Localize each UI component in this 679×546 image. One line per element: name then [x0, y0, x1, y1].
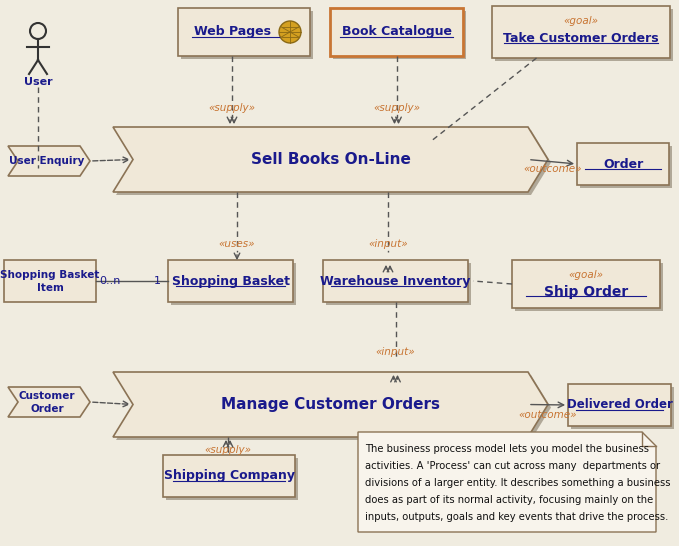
Bar [577, 143, 669, 185]
Text: User: User [24, 77, 52, 87]
Text: Order: Order [30, 404, 64, 414]
Text: Order: Order [603, 157, 643, 170]
Bar [181, 11, 313, 59]
Bar [326, 263, 471, 305]
Text: Take Customer Orders: Take Customer Orders [503, 32, 659, 45]
Polygon shape [113, 127, 548, 192]
Bar [492, 6, 670, 58]
Polygon shape [113, 372, 548, 437]
Text: Delivered Order: Delivered Order [566, 399, 672, 412]
Polygon shape [358, 432, 656, 532]
Text: inputs, outputs, goals and key events that drive the process.: inputs, outputs, goals and key events th… [365, 512, 668, 522]
Bar [571, 387, 674, 429]
Text: The business process model lets you model the business: The business process model lets you mode… [365, 444, 649, 454]
Bar [495, 9, 673, 61]
Text: «supply»: «supply» [208, 103, 255, 113]
Text: «outcome»: «outcome» [524, 164, 582, 175]
Text: Web Pages: Web Pages [194, 26, 270, 39]
Bar [330, 8, 463, 56]
Bar [4, 260, 96, 302]
Bar [163, 455, 295, 497]
Text: divisions of a larger entity. It describes something a business: divisions of a larger entity. It describ… [365, 478, 670, 488]
Bar [166, 458, 298, 500]
Polygon shape [8, 387, 90, 417]
Text: Book Catalogue: Book Catalogue [342, 26, 452, 39]
Text: Customer: Customer [19, 391, 75, 401]
Text: Shopping Basket: Shopping Basket [172, 275, 289, 288]
Text: 0..n: 0..n [99, 276, 120, 286]
Polygon shape [116, 130, 551, 195]
Text: «outcome»: «outcome» [519, 410, 577, 419]
Bar [333, 11, 466, 59]
Text: 1: 1 [154, 276, 161, 286]
Text: «goal»: «goal» [568, 270, 604, 280]
Polygon shape [8, 146, 90, 176]
Text: activities. A 'Process' can cut across many  departments or: activities. A 'Process' can cut across m… [365, 461, 660, 471]
Bar [171, 263, 296, 305]
Bar [580, 146, 672, 188]
Text: «goal»: «goal» [564, 16, 598, 26]
Bar [515, 263, 663, 311]
Bar [178, 8, 310, 56]
Text: does as part of its normal activity, focusing mainly on the: does as part of its normal activity, foc… [365, 495, 653, 505]
Bar [512, 260, 660, 308]
Polygon shape [116, 375, 551, 440]
Circle shape [279, 21, 301, 43]
Text: Ship Order: Ship Order [544, 285, 628, 299]
Text: «supply»: «supply» [204, 445, 251, 455]
Text: «uses»: «uses» [219, 239, 255, 249]
Text: «supply»: «supply» [373, 103, 420, 113]
Text: «input»: «input» [368, 239, 408, 249]
Text: Shipping Company: Shipping Company [164, 470, 295, 483]
Text: «input»: «input» [375, 347, 416, 357]
Text: Warehouse Inventory: Warehouse Inventory [320, 275, 471, 288]
Bar [568, 384, 671, 426]
Text: Sell Books On-Line: Sell Books On-Line [251, 152, 410, 167]
Text: Item: Item [37, 283, 63, 293]
Bar [323, 260, 468, 302]
Bar [168, 260, 293, 302]
Text: User Enquiry: User Enquiry [10, 156, 85, 166]
Text: Shopping Basket: Shopping Basket [0, 270, 100, 280]
Text: Manage Customer Orders: Manage Customer Orders [221, 397, 440, 412]
